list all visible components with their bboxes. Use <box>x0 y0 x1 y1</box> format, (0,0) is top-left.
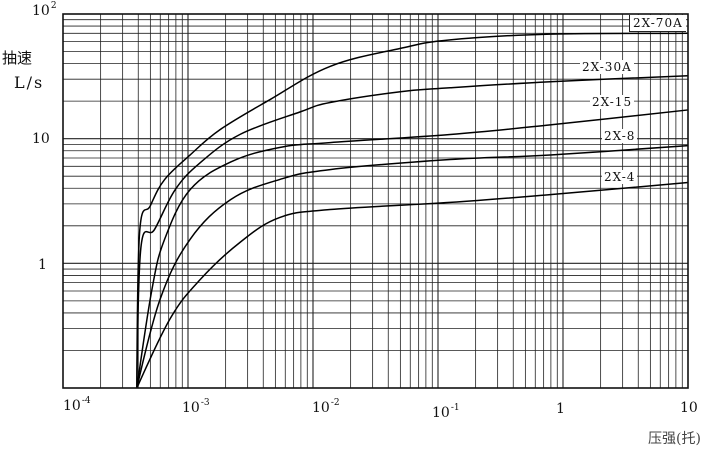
legend-label-2x-8: 2X-8 <box>602 129 638 143</box>
tick-base: 10 <box>680 400 698 416</box>
y-axis-unit: L/s <box>14 73 45 92</box>
tick-exponent: -3 <box>200 398 210 408</box>
grid <box>63 14 688 388</box>
legend-label-2x-4: 2X-4 <box>602 170 638 184</box>
tick-exponent: -2 <box>330 398 340 408</box>
x-axis-label: 压强(托) <box>648 431 701 447</box>
legend-label-2x-15: 2X-15 <box>590 95 635 109</box>
x-tick-label: 10-3 <box>182 398 210 416</box>
tick-exponent: -1 <box>450 403 460 413</box>
series-line-2x-30a <box>136 74 689 389</box>
tick-exponent: -4 <box>81 396 91 406</box>
curves <box>136 32 689 389</box>
y-tick-label: 10 <box>32 131 50 147</box>
legend-label-2x-30a: 2X-30A <box>580 60 634 74</box>
legend-label-2x-70a: 2X-70A <box>629 15 686 32</box>
x-tick-label: 10-1 <box>432 403 460 421</box>
y-tick-label: 102 <box>32 1 57 19</box>
tick-base: 1 <box>38 257 47 273</box>
series-line-2x-4 <box>136 181 689 389</box>
x-tick-label: 10-4 <box>63 396 91 414</box>
tick-base: 1 <box>556 401 565 417</box>
y-axis-label: 抽速 <box>2 49 33 67</box>
x-tick-label: 1 <box>556 401 565 417</box>
tick-base: 10 <box>32 131 50 147</box>
tick-base: 10 <box>182 400 200 416</box>
plot-frame <box>62 13 689 389</box>
tick-exponent: 2 <box>50 1 57 11</box>
x-tick-label: 10 <box>680 400 698 416</box>
series-line-2x-70a <box>136 32 689 389</box>
y-tick-label: 1 <box>38 257 47 273</box>
series-line-2x-8 <box>136 144 689 389</box>
x-tick-label: 10-2 <box>312 398 340 416</box>
tick-base: 10 <box>432 405 450 421</box>
tick-base: 10 <box>32 3 50 19</box>
series-line-2x-15 <box>136 109 689 389</box>
tick-base: 10 <box>63 398 81 414</box>
tick-base: 10 <box>312 400 330 416</box>
